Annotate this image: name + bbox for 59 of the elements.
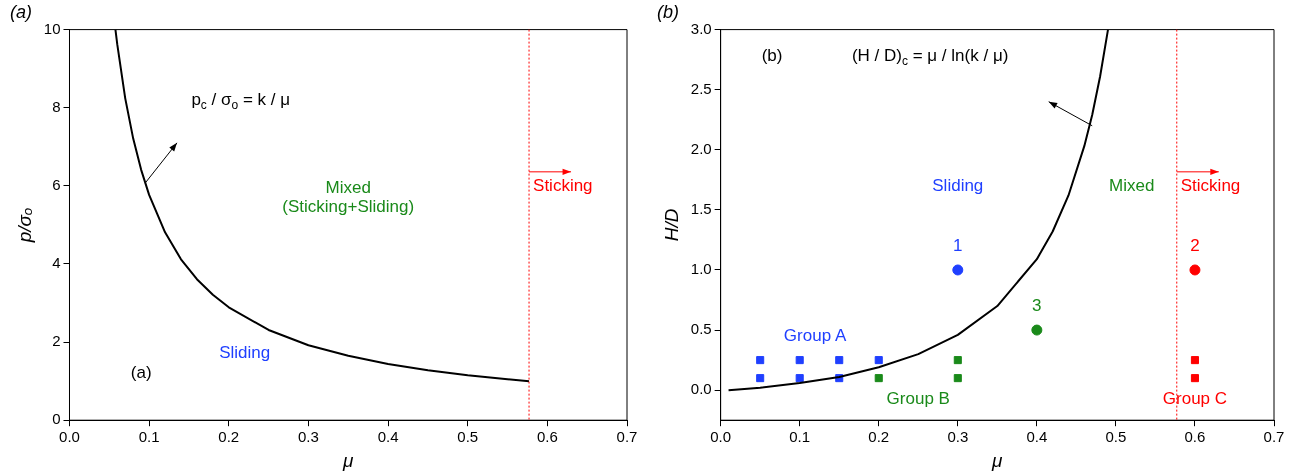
point bbox=[835, 356, 844, 365]
point bbox=[756, 356, 765, 365]
annotation: Mixed bbox=[1109, 175, 1155, 195]
annotation: Group A bbox=[783, 325, 847, 345]
y-tick-label: 10 bbox=[43, 19, 61, 37]
point bbox=[795, 374, 804, 383]
ref-line-label: Sticking bbox=[533, 175, 593, 195]
x-tick-label: 0.4 bbox=[1026, 428, 1048, 446]
y-tick-label: 6 bbox=[52, 175, 61, 193]
x-tick-label: 0.5 bbox=[1105, 428, 1127, 446]
x-tick-label: 0.0 bbox=[710, 428, 732, 446]
y-tick-label: 8 bbox=[52, 97, 61, 115]
x-tick-label: 0.4 bbox=[377, 428, 399, 446]
x-tick-label: 0.1 bbox=[138, 428, 160, 446]
x-tick-label: 0.5 bbox=[457, 428, 479, 446]
x-tick-label: 0.3 bbox=[297, 428, 319, 446]
annotation: 2 bbox=[1190, 235, 1200, 255]
annotation: 3 bbox=[1032, 295, 1042, 315]
x-tick-label: 0.6 bbox=[536, 428, 558, 446]
y-tick-label: 4 bbox=[52, 254, 61, 272]
annotation: Sliding bbox=[219, 343, 271, 363]
annotation: Group B bbox=[886, 389, 950, 409]
y-tick-label: 2.5 bbox=[690, 79, 712, 97]
annotation: Sliding bbox=[932, 175, 984, 195]
point bbox=[874, 374, 883, 383]
chart-title: (b) bbox=[657, 1, 679, 22]
annotation: 1 bbox=[953, 235, 963, 255]
x-tick-label: 0.7 bbox=[616, 428, 638, 446]
point bbox=[795, 356, 804, 365]
annotation: (a) bbox=[130, 363, 152, 383]
x-tick-label: 0.1 bbox=[789, 428, 811, 446]
x-tick-label: 0.2 bbox=[218, 428, 240, 446]
point bbox=[874, 356, 883, 365]
y-tick-label: 1.0 bbox=[690, 260, 712, 278]
x-tick-label: 0.3 bbox=[947, 428, 969, 446]
point bbox=[1190, 374, 1199, 383]
y-tick-label: 1.5 bbox=[690, 200, 712, 218]
x-tick-label: 0.2 bbox=[868, 428, 890, 446]
y-tick-label: 0.5 bbox=[690, 320, 712, 338]
chart-title: (a) bbox=[10, 1, 32, 22]
x-tick-label: 0.7 bbox=[1263, 428, 1285, 446]
ref-line-label: Sticking bbox=[1180, 175, 1241, 195]
point bbox=[756, 374, 765, 383]
y-axis-title: p/σₒ bbox=[13, 207, 35, 244]
x-axis-title: μ bbox=[991, 449, 1004, 471]
x-axis-title: μ bbox=[342, 449, 355, 471]
point bbox=[953, 374, 962, 383]
y-tick-label: 3.0 bbox=[690, 19, 712, 37]
point bbox=[953, 356, 962, 365]
y-tick-label: 0 bbox=[52, 410, 61, 428]
annotation: Mixed (Sticking+Sliding) bbox=[282, 177, 415, 216]
annotation: (b) bbox=[761, 45, 783, 65]
y-tick-label: 0.0 bbox=[690, 380, 712, 398]
y-tick-label: 2.0 bbox=[690, 139, 712, 157]
x-tick-label: 0.6 bbox=[1184, 428, 1206, 446]
annotation: Group C bbox=[1162, 389, 1228, 409]
y-axis-title: H/D bbox=[660, 208, 682, 242]
y-tick-label: 2 bbox=[52, 332, 61, 350]
point bbox=[1190, 356, 1199, 365]
